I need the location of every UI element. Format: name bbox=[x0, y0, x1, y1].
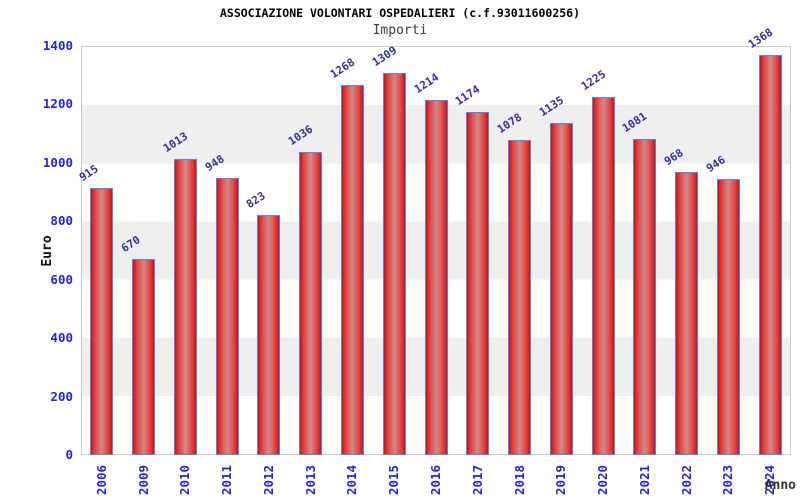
x-tick-label-2021: 2021 bbox=[636, 464, 652, 496]
bar-2016 bbox=[424, 100, 448, 455]
x-tick-label-2014: 2014 bbox=[344, 464, 360, 496]
bar-2010 bbox=[173, 159, 197, 455]
bar-2013 bbox=[299, 152, 323, 455]
x-tick-label-2012: 2012 bbox=[260, 464, 276, 496]
x-tick-label-2011: 2011 bbox=[219, 464, 235, 496]
y-tick-label-800: 800 bbox=[50, 213, 73, 229]
y-tick-label-1400: 1400 bbox=[42, 38, 73, 53]
x-tick-label-2016: 2016 bbox=[428, 464, 443, 496]
x-tick-label-2015: 2015 bbox=[386, 464, 402, 496]
x-tick-label-2018: 2018 bbox=[511, 464, 527, 496]
x-tick-label-2009: 2009 bbox=[135, 464, 151, 496]
x-tick-label-2023: 2023 bbox=[720, 464, 736, 496]
y-tick-label-200: 200 bbox=[50, 388, 73, 404]
bar-2006 bbox=[90, 187, 114, 455]
bar-2021 bbox=[633, 139, 657, 455]
y-tick-label-0: 0 bbox=[65, 447, 73, 462]
chart-title: ASSOCIAZIONE VOLONTARI OSPEDALIERI (c.f.… bbox=[219, 6, 581, 20]
y-tick-label-400: 400 bbox=[50, 330, 73, 346]
x-tick-label-2019: 2019 bbox=[553, 464, 569, 496]
bar-2011 bbox=[215, 178, 239, 455]
y-tick-label-1200: 1200 bbox=[42, 96, 73, 112]
bar-2015 bbox=[382, 72, 406, 455]
y-tick-label-600: 600 bbox=[50, 271, 73, 287]
x-tick-label-2006: 2006 bbox=[93, 464, 109, 496]
x-tick-label-2010: 2010 bbox=[177, 464, 193, 496]
bar-2014 bbox=[340, 84, 364, 455]
bar-2024 bbox=[758, 55, 782, 455]
x-tick-label-2022: 2022 bbox=[678, 464, 694, 496]
bar-2023 bbox=[716, 178, 740, 455]
bar-2009 bbox=[132, 259, 156, 455]
bar-2020 bbox=[591, 97, 615, 455]
bar-2019 bbox=[549, 123, 573, 455]
bar-2012 bbox=[257, 214, 281, 455]
x-tick-label-2017: 2017 bbox=[469, 464, 485, 496]
x-tick-label-2013: 2013 bbox=[302, 464, 318, 496]
x-axis-title: Anno bbox=[764, 478, 796, 493]
bar-2022 bbox=[675, 172, 699, 455]
y-tick-label-1000: 1000 bbox=[42, 154, 73, 170]
x-tick-label-2020: 2020 bbox=[595, 464, 611, 496]
y-axis-title: Euro bbox=[40, 235, 55, 267]
bar-2017 bbox=[466, 112, 490, 455]
chart-subtitle: Importi bbox=[372, 23, 428, 38]
bar-2018 bbox=[508, 140, 532, 455]
